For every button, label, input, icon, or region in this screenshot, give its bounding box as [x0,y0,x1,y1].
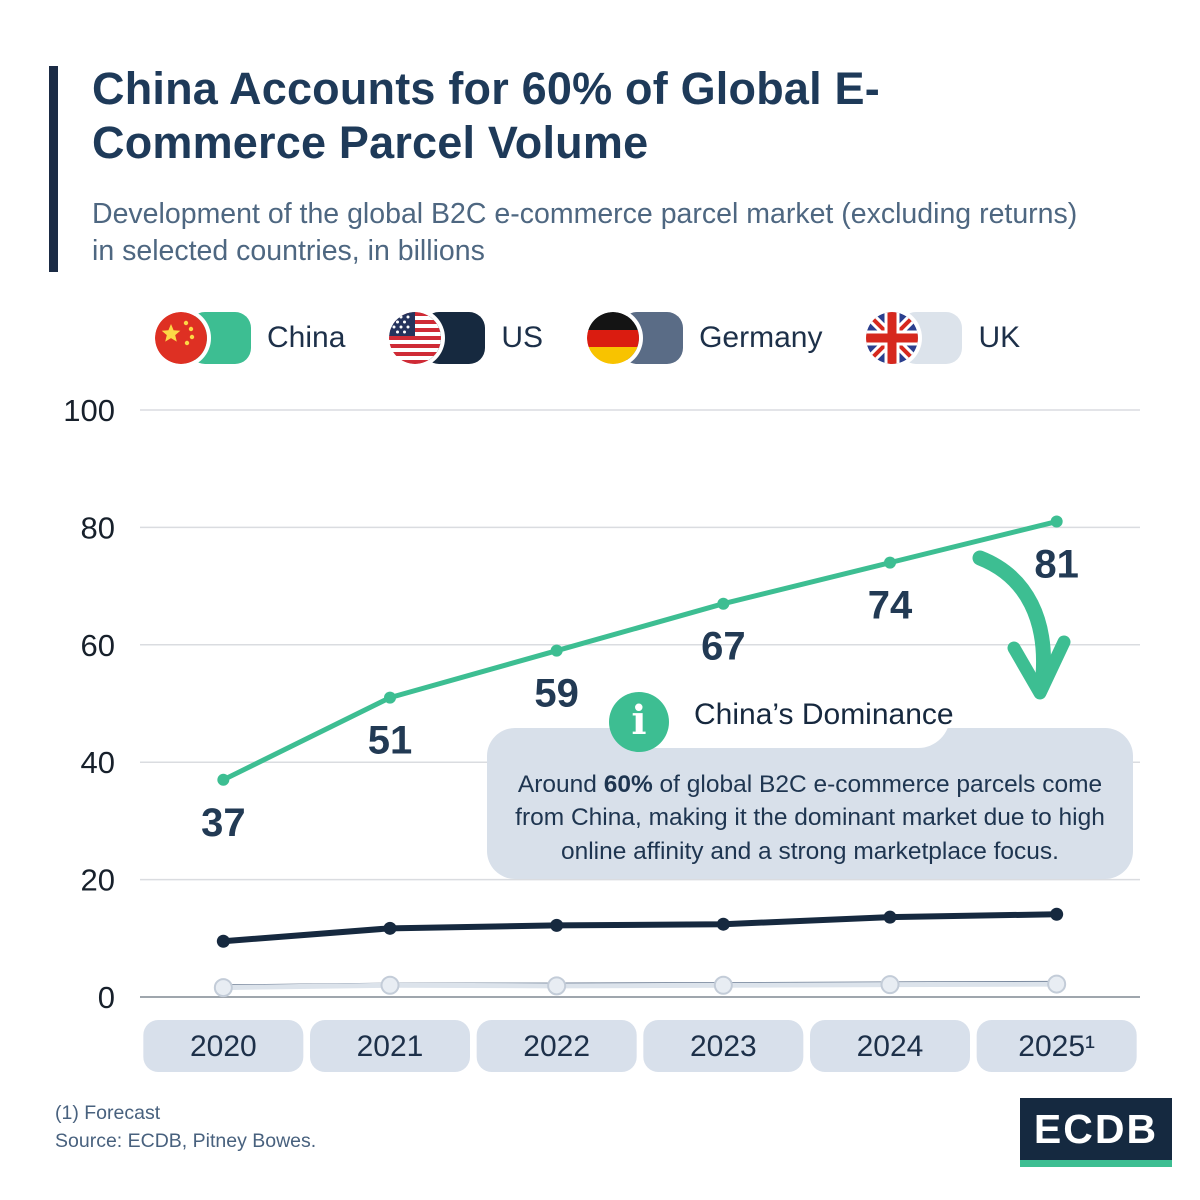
x-tick-2025: 2025¹ [1018,1030,1095,1063]
callout-title-tab [622,686,950,748]
line-us [220,911,1060,945]
y-tick-20: 20 [81,863,115,898]
info-icon: i [609,692,669,752]
data-label-china-2021: 51 [368,719,413,763]
footnotes: (1) Forecast Source: ECDB, Pitney Bowes. [55,1100,316,1155]
point-china-2022 [550,644,563,657]
point-china-2020 [217,773,230,786]
footnote-forecast: (1) Forecast [55,1102,161,1124]
x-axis-pill-2020 [143,1020,304,1072]
legend-item-germany: Germany [587,312,822,364]
x-tick-2022: 2022 [523,1030,590,1063]
legend-label-germany: Germany [699,321,823,354]
data-label-china-2025¹: 81 [1034,543,1079,587]
germany-flag-icon [587,312,640,364]
point-china-2025¹ [1050,515,1063,528]
y-tick-0: 0 [98,980,115,1015]
y-tick-40: 40 [81,745,115,780]
data-label-china-2023: 67 [701,625,746,669]
data-label-china-2022: 59 [534,672,579,716]
legend-label-us: US [501,321,544,354]
legend-item-uk: UK [866,312,1020,364]
callout-title: China’s Dominance [694,698,954,731]
point-uk-2022 [547,976,567,996]
y-tick-80: 80 [81,510,115,545]
point-china-2021 [384,691,396,704]
point-us-2022 [550,918,564,932]
point-us-2023 [716,917,730,931]
china-flag-icon [155,312,207,364]
point-uk-2024 [880,975,900,995]
point-uk-2025¹ [1047,974,1067,994]
x-tick-2021: 2021 [357,1030,424,1063]
point-us-2021 [383,921,397,935]
line-uk [220,981,1060,991]
x-axis-pill-2022 [476,1020,637,1072]
y-tick-100: 100 [63,393,115,428]
x-axis-pill-2024 [810,1020,970,1072]
ecdb-logo-underline [1020,1160,1172,1167]
point-china-2024 [884,556,896,569]
chart-plot-area: 0 20 40 60 80 100 2020 2021 2022 2023 2024 2025¹ 37 5… [63,393,1140,1072]
data-label-china-2024: 74 [868,584,913,628]
point-us-2024 [883,910,897,924]
callout-china-dominance: Around 60% of global B2C e-commerce parc… [487,728,1133,879]
point-uk-2020 [213,978,233,998]
point-uk-2023 [713,975,733,995]
x-tick-2023: 2023 [690,1030,757,1063]
point-uk-2021 [380,975,400,995]
legend-label-china: China [267,321,346,354]
line-china [220,519,1060,783]
point-us-2020 [216,934,230,948]
legend-item-china: China [155,312,345,364]
legend: China [155,310,1020,366]
legend-label-uk: UK [978,321,1021,354]
page-title: China Accounts for 60% of Global E-Comme… [92,63,880,168]
point-china-2023 [717,597,730,610]
source-line: Source: ECDB, Pitney Bowes. [55,1129,317,1152]
y-tick-60: 60 [81,628,115,663]
callout-body-text: Around 60% of global B2C e-commerce parc… [515,771,1105,865]
x-tick-2020: 2020 [190,1030,257,1063]
us-flag-icon [389,312,442,364]
ecdb-logo-text: ECDB [1020,1098,1172,1160]
x-axis-pill-2023 [643,1020,804,1072]
ecdb-logo: ECDB [1020,1098,1172,1167]
title-accent-bar [49,66,58,272]
data-label-china-2020: 37 [201,801,246,845]
point-us-2025¹ [1050,907,1064,921]
x-tick-2024: 2024 [857,1030,924,1063]
parcel-volume-line-chart: 0 20 40 60 80 100 2020 2021 2022 2023 2024 2025¹ 37 5… [0,390,1200,1090]
arrow-to-callout-icon [972,550,1071,700]
page-subtitle: Development of the global B2C e-commerce… [92,198,1078,268]
x-axis-pill-2025 [976,1020,1137,1072]
x-axis-pill-2021 [310,1020,470,1072]
legend-item-us: US [389,312,543,364]
